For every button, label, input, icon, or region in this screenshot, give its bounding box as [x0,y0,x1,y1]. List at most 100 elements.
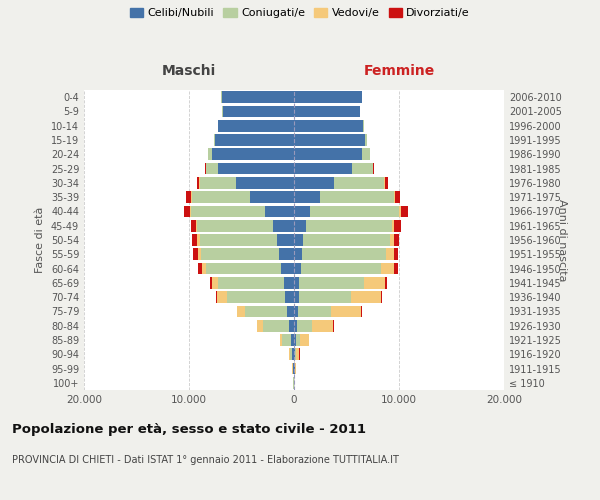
Bar [381,262,394,274]
Bar [295,362,296,374]
Bar [294,334,296,346]
Bar [280,334,282,346]
Bar [294,362,295,374]
Bar [373,162,374,174]
Bar [197,177,199,188]
Bar [294,306,298,318]
Bar [284,277,294,288]
Bar [191,220,196,232]
Bar [197,220,273,232]
Bar [265,206,294,218]
Bar [245,306,287,318]
Bar [294,120,364,132]
Bar [198,248,200,260]
Bar [273,220,294,232]
Bar [294,248,302,260]
Bar [362,148,370,160]
Bar [299,277,364,288]
Bar [294,162,352,174]
Bar [294,206,310,218]
Bar [392,220,394,232]
Bar [197,234,199,246]
Bar [385,177,388,188]
Bar [236,177,294,188]
Bar [294,177,334,188]
Y-axis label: Fasce di età: Fasce di età [35,207,45,273]
Text: Maschi: Maschi [162,64,216,78]
Bar [294,148,362,160]
Bar [214,134,215,146]
Bar [290,348,292,360]
Bar [221,92,294,103]
Bar [218,277,284,288]
Bar [216,292,217,303]
Bar [386,248,394,260]
Bar [294,277,299,288]
Bar [294,106,360,118]
Bar [199,177,236,188]
Bar [215,134,294,146]
Bar [294,292,299,303]
Bar [217,292,227,303]
Bar [313,320,334,332]
Bar [394,262,398,274]
Bar [399,206,401,218]
Bar [238,306,245,318]
Bar [351,292,380,303]
Bar [394,234,399,246]
Bar [192,234,197,246]
Bar [305,220,392,232]
Legend: Celibi/Nubili, Coniugati/e, Vedovi/e, Divorziati/e: Celibi/Nubili, Coniugati/e, Vedovi/e, Di… [128,6,472,20]
Bar [294,262,301,274]
Bar [361,306,362,318]
Bar [304,234,389,246]
Bar [218,120,294,132]
Bar [210,277,212,288]
Bar [300,334,309,346]
Bar [292,348,294,360]
Bar [199,262,202,274]
Bar [202,262,206,274]
Bar [385,277,388,288]
Bar [320,192,394,203]
Bar [301,262,381,274]
Bar [191,206,265,218]
Bar [196,220,197,232]
Bar [263,320,289,332]
Bar [295,348,296,360]
Bar [401,206,408,218]
Bar [218,162,294,174]
Text: PROVINCIA DI CHIETI - Dati ISTAT 1° gennaio 2011 - Elaborazione TUTTITALIA.IT: PROVINCIA DI CHIETI - Dati ISTAT 1° genn… [12,455,399,465]
Bar [184,206,190,218]
Bar [331,306,361,318]
Bar [227,292,284,303]
Bar [212,277,218,288]
Bar [277,234,294,246]
Bar [289,348,290,360]
Bar [352,162,373,174]
Text: Femmine: Femmine [364,64,434,78]
Bar [294,320,296,332]
Bar [199,234,277,246]
Bar [380,292,382,303]
Bar [289,320,294,332]
Bar [299,292,351,303]
Bar [334,177,384,188]
Bar [298,306,331,318]
Bar [294,220,305,232]
Bar [192,192,250,203]
Bar [284,292,294,303]
Bar [394,248,398,260]
Text: Popolazione per età, sesso e stato civile - 2011: Popolazione per età, sesso e stato civil… [12,422,366,436]
Y-axis label: Anni di nascita: Anni di nascita [557,198,567,281]
Bar [250,192,294,203]
Bar [206,262,281,274]
Bar [186,192,191,203]
Bar [208,148,212,160]
Bar [310,206,399,218]
Bar [294,348,295,360]
Bar [293,362,294,374]
Bar [282,334,292,346]
Bar [394,220,401,232]
Bar [206,162,218,174]
